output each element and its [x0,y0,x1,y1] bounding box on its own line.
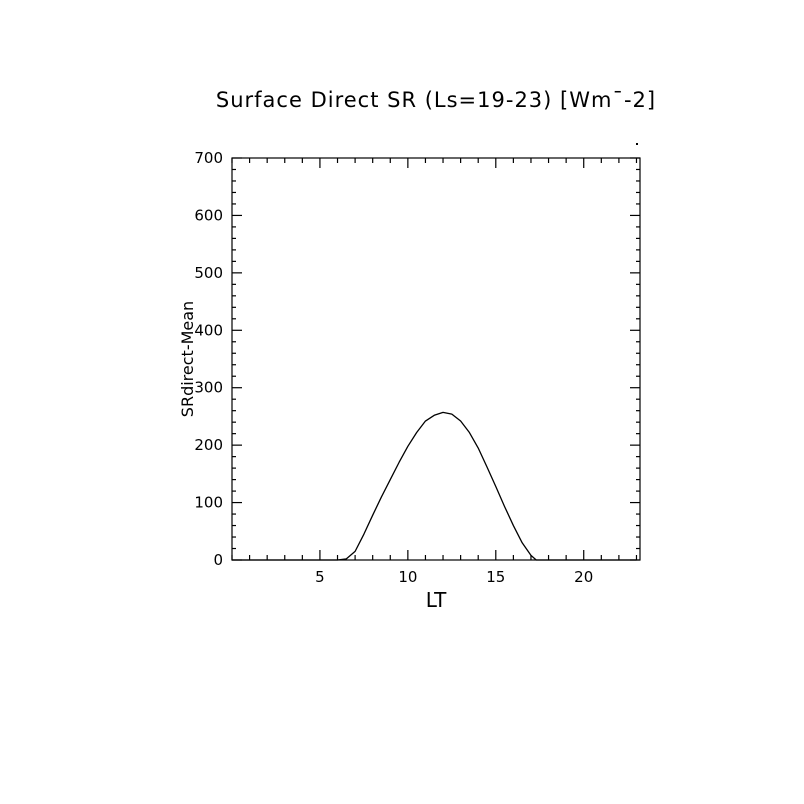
x-tick-label: 15 [486,568,505,586]
axis-box [231,157,641,561]
axes [231,157,641,561]
y-tick-label: 500 [194,264,223,282]
y-tick-label: 200 [194,436,223,454]
y-tick-label: 0 [213,551,223,569]
stray-dot [636,143,638,145]
y-tick-label: 700 [194,149,223,167]
x-axis-label: LT [425,588,447,612]
chart-title: Surface Direct SR (Ls=19-23) [Wm¯-2] [215,88,657,112]
data-line [232,411,637,561]
y-tick-label: 100 [194,494,223,512]
x-tick-label: 10 [398,568,417,586]
x-tick-label: 20 [574,568,593,586]
y-tick-label: 300 [194,379,223,397]
y-tick-label: 400 [194,321,223,339]
x-tick-label: 5 [315,568,325,586]
data-line-layer [232,411,637,561]
y-tick-label: 600 [194,206,223,224]
